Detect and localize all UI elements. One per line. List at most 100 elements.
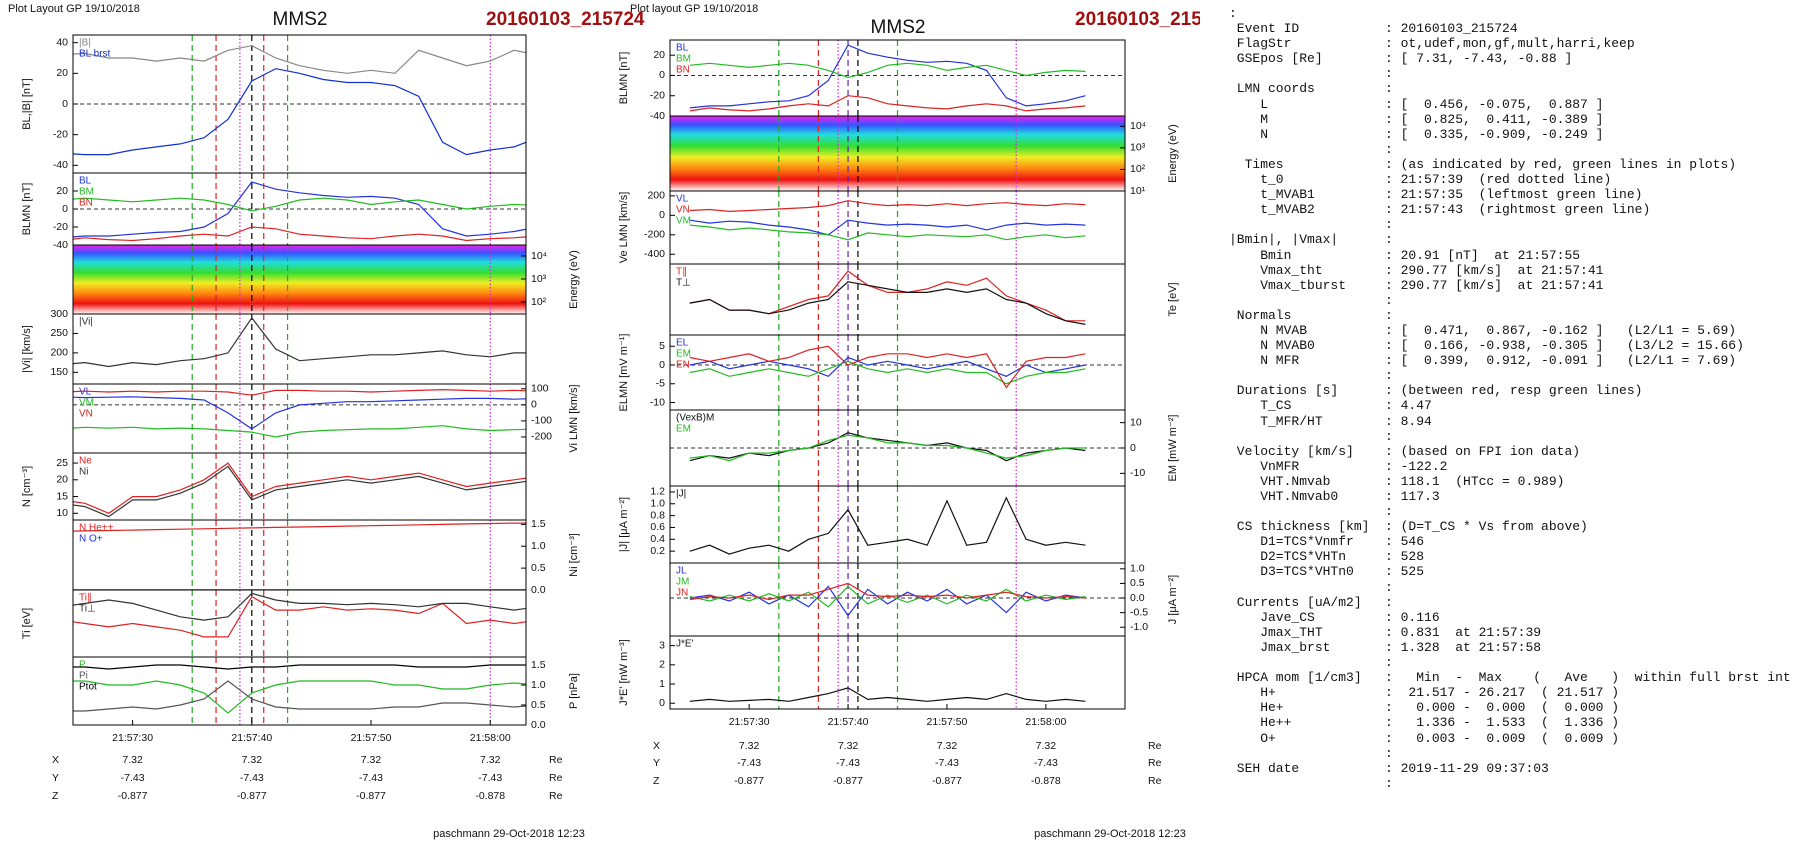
x-tick-label: 21:57:50 (351, 732, 392, 744)
y-tick-label: 10⁴ (1130, 120, 1146, 132)
ephemeris-value: -0.877 (833, 775, 863, 787)
info-row: : (1229, 66, 1791, 81)
info-row: : (1229, 142, 1791, 157)
y-tick-label: 250 (50, 327, 68, 339)
x-tick-label: 21:58:00 (1025, 716, 1066, 728)
y-tick-label: -10 (650, 396, 665, 408)
legend-entry: EN (676, 360, 690, 371)
info-row: : (1229, 580, 1791, 595)
y-axis-label: Te [eV] (1167, 282, 1179, 316)
info-value: : (1385, 579, 1393, 595)
info-key: H+ (1229, 685, 1276, 701)
info-key: Vmax_tht (1229, 262, 1323, 278)
legend-entry: N O+ (79, 534, 103, 545)
series-line (689, 432, 1086, 462)
info-key: VHT.Nmvab0 (1229, 489, 1339, 504)
info-value: : 0.831 at 21:57:39 (1385, 624, 1542, 640)
x-tick-label: 21:57:40 (828, 716, 869, 728)
y-tick-label: 0.5 (1130, 577, 1145, 589)
legend-entry: Ne (79, 456, 92, 467)
info-row: M: [ 0.825, 0.411, -0.389 ] (1229, 112, 1791, 127)
info-value: : (1385, 66, 1393, 82)
ephemeris-value: 7.32 (739, 740, 760, 752)
y-tick-label: 10 (1130, 416, 1142, 428)
y-tick-label: -0.5 (1130, 606, 1148, 618)
info-row: |Bmin|, |Vmax|: (1229, 232, 1791, 247)
info-value: : 8.94 (1385, 413, 1432, 429)
info-key: VnMFR (1229, 458, 1300, 474)
x-tick-label: 21:57:40 (231, 732, 272, 744)
plots: Plot Layout GP 19/10/2018 MMS2 20160103_21… (8, 3, 1200, 840)
y-tick-label: 5 (659, 340, 665, 352)
info-row: VHT.Nmvab0: 117.3 (1229, 489, 1791, 504)
info-value: : (based on FPI ion data) (1385, 443, 1581, 459)
y-axis-label: EM [mW m⁻²] (1167, 415, 1179, 482)
legend-entry: T∥ (676, 267, 687, 278)
info-value: : (1385, 217, 1393, 233)
info-row: H+: 21.517 - 26.217 ( 21.517 ) (1229, 685, 1791, 700)
info-row: t_0: 21:57:39 (red dotted line) (1229, 172, 1791, 187)
series-line (689, 219, 1086, 236)
info-key: Velocity [km/s] (1229, 443, 1354, 459)
info-row: GSEpos [Re]: [ 7.31, -7.43, -0.88 ] (1229, 51, 1791, 66)
info-key: He++ (1229, 715, 1292, 731)
info-row: T_MFR/HT: 8.94 (1229, 414, 1791, 429)
legend-entry: BL (676, 43, 689, 54)
info-row: N: [ 0.335, -0.909, -0.249 ] (1229, 127, 1791, 142)
series-line (73, 465, 526, 518)
info-row: : (1229, 6, 1791, 21)
ephemeris-value: 7.32 (937, 740, 958, 752)
y-tick-label: 10 (56, 507, 68, 519)
panel-frame (72, 383, 527, 454)
ephemeris-unit: Re (549, 790, 563, 802)
y-axis-label: J [μA m⁻²] (1167, 575, 1179, 624)
info-value: : (1385, 232, 1393, 248)
info-value: : 20.91 [nT] at 21:57:55 (1385, 247, 1581, 263)
info-row: Currents [uA/m2]: (1229, 595, 1791, 610)
info-row: Jave_CS: 0.116 (1229, 610, 1791, 625)
ephemeris-value: -0.878 (475, 790, 505, 802)
info-value: : 1.328 at 21:57:58 (1385, 639, 1542, 655)
info-value: : [ 0.399, 0.912, -0.091 ] (L2/L1 = 7.69… (1385, 353, 1737, 369)
y-tick-label: 0.0 (531, 719, 546, 731)
info-row: Jmax_brst: 1.328 at 21:57:58 (1229, 640, 1791, 655)
info-row: Times: (as indicated by red, green lines… (1229, 157, 1791, 172)
ephemeris-value: -7.43 (1034, 757, 1058, 769)
info-row: D3=TCS*VHTn0: 525 (1229, 564, 1791, 579)
y-axis-label: P [nPa] (568, 673, 580, 709)
y-tick-label: 0.5 (531, 562, 546, 574)
x-tick-label: 21:57:30 (112, 732, 153, 744)
info-value: : 525 (1385, 564, 1425, 580)
legend-entry: VM (676, 216, 691, 227)
legend-entry: |B| (79, 38, 91, 49)
info-key: D1=TCS*Vnmfr (1229, 534, 1354, 550)
legend-entry: T⊥ (676, 278, 691, 289)
ephemeris-value: -0.877 (734, 775, 764, 787)
legend-entry: J*E' (676, 639, 694, 650)
ephemeris-unit: Re (1148, 757, 1162, 769)
info-key: T_CS (1229, 398, 1292, 414)
info-value: : (1385, 368, 1393, 384)
x-tick-label: 21:57:30 (729, 716, 770, 728)
legend-entry: JM (676, 577, 689, 588)
info-key: t_0 (1229, 172, 1284, 188)
y-axis-label: Ve LMN [km/s] (618, 192, 630, 264)
info-row: : (1229, 776, 1791, 791)
y-tick-label: 10³ (531, 273, 547, 285)
y-tick-label: 0.4 (650, 533, 665, 545)
ephemeris-label: Y (52, 772, 59, 784)
series-line (73, 664, 526, 670)
info-value: : (between red, resp green lines) (1385, 383, 1643, 399)
y-tick-label: 0 (531, 399, 537, 411)
y-tick-label: 10¹ (1130, 185, 1146, 197)
legend-entry: BM (676, 54, 691, 65)
info-row: Vmax_tburst: 290.77 [km/s] at 21:57:41 (1229, 278, 1791, 293)
info-key: N MFR (1229, 353, 1300, 369)
y-tick-label: 150 (50, 366, 68, 378)
info-key: N MVAB0 (1229, 338, 1315, 354)
info-value: : (1385, 594, 1393, 610)
legend-entry: (VexB)M (676, 413, 714, 424)
y-axis-label: BL,|B| [nT] (21, 78, 33, 130)
x-tick-label: 21:57:50 (927, 716, 968, 728)
ephemeris-value: -7.43 (836, 757, 860, 769)
